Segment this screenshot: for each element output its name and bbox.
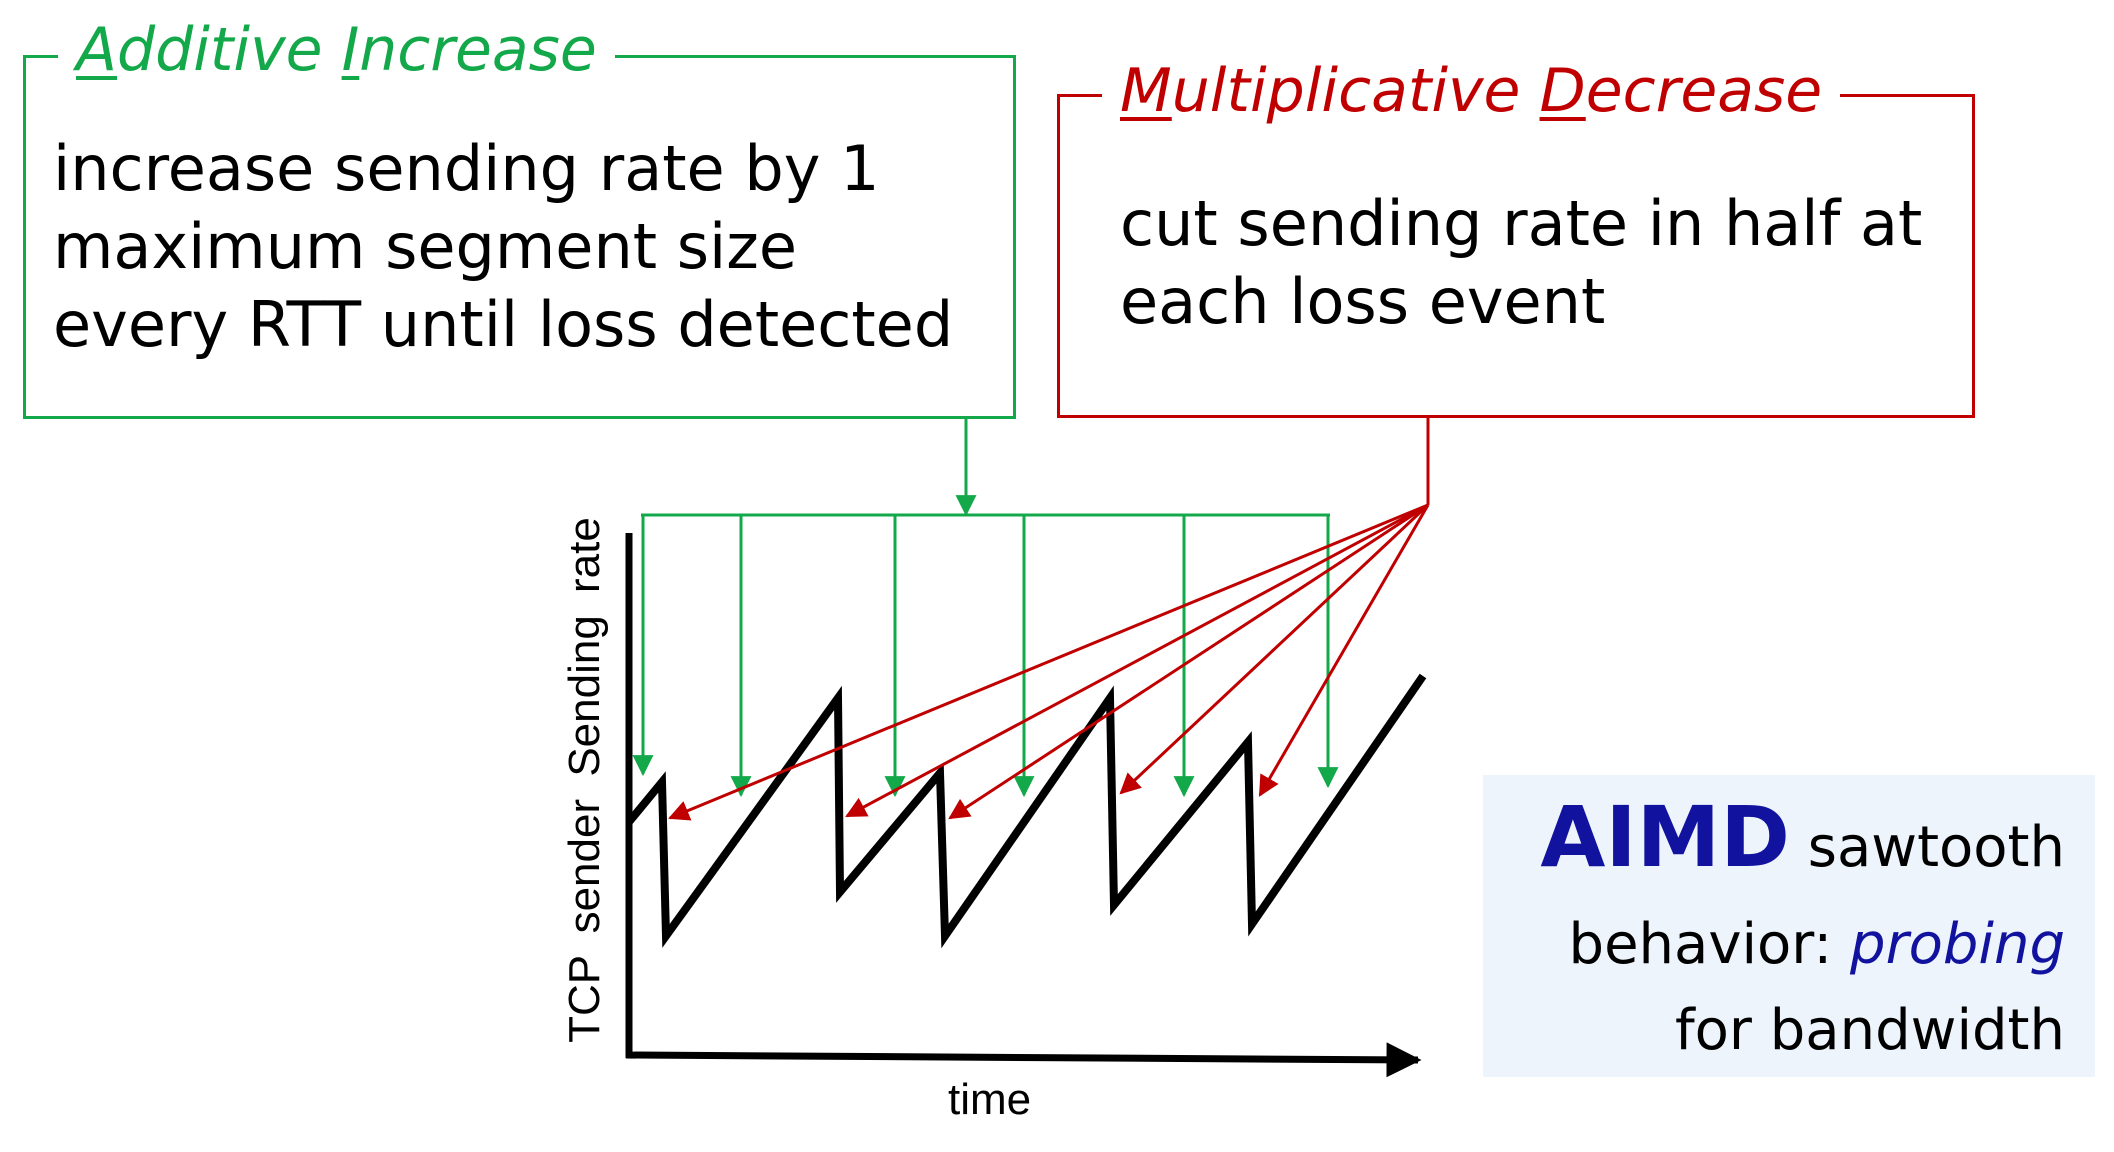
sawtooth-curve bbox=[625, 673, 1427, 949]
aimd-acronym: AIMD bbox=[1540, 788, 1790, 886]
md-arrow bbox=[948, 503, 1429, 820]
multiplicative-decrease-box: Multiplicative Decrease cut sending rate… bbox=[1057, 61, 1975, 418]
md-arrow bbox=[668, 503, 1429, 821]
multiplicative-decrease-title: Multiplicative Decrease bbox=[1102, 61, 1841, 121]
aimd-note: AIMD sawtooth behavior: probing for band… bbox=[1483, 775, 2095, 1077]
description-line: maximum segment size bbox=[53, 210, 797, 283]
multiplicative-decrease-description: cut sending rate in half at each loss ev… bbox=[1120, 185, 1960, 341]
additive-increase-description: increase sending rate by 1 maximum segme… bbox=[53, 130, 1003, 364]
probing-emphasis: probing bbox=[1850, 912, 2065, 977]
md-arrow bbox=[1119, 503, 1430, 795]
md-arrow bbox=[845, 503, 1429, 818]
additive-increase-box: Additive Increase increase sending rate … bbox=[23, 20, 1016, 419]
multiplicative-decrease-arrows bbox=[668, 418, 1430, 821]
x-axis-label: time bbox=[948, 1075, 1032, 1124]
aimd-note-line-2: behavior: probing bbox=[1568, 912, 2065, 977]
additive-increase-arrows bbox=[632, 419, 1339, 798]
description-line: increase sending rate by 1 bbox=[53, 132, 880, 205]
description-line: each loss event bbox=[1120, 265, 1606, 338]
y-axis-label: TCP sender Sending rate bbox=[560, 517, 609, 1043]
aimd-note-line-3: for bandwidth bbox=[1674, 998, 2065, 1063]
aimd-note-line-1: AIMD sawtooth bbox=[1540, 788, 2065, 886]
additive-increase-title: Additive Increase bbox=[58, 20, 615, 80]
description-line: every RTT until loss detected bbox=[53, 288, 954, 361]
md-arrow bbox=[1258, 504, 1430, 797]
description-line: cut sending rate in half at bbox=[1120, 187, 1923, 260]
x-axis bbox=[625, 1042, 1422, 1078]
